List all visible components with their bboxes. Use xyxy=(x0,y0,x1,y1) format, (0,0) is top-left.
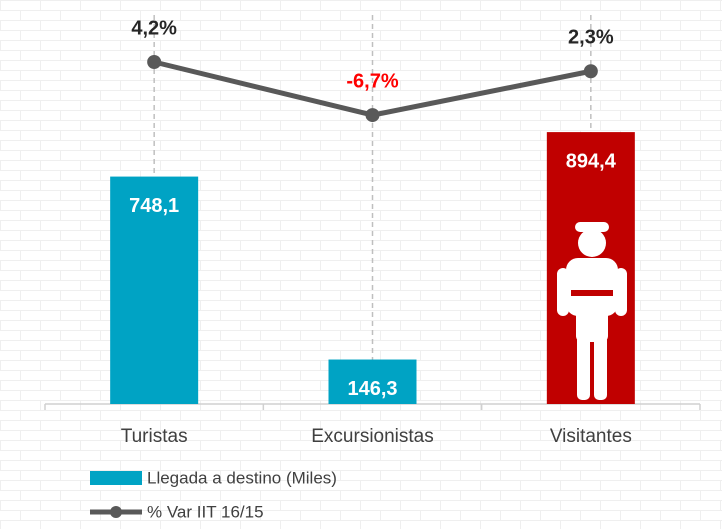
line-value-label: -6,7% xyxy=(346,70,398,92)
line-value-label: 4,2% xyxy=(131,17,177,39)
line-point xyxy=(583,64,598,79)
bar-value-label: 894,4 xyxy=(566,150,617,172)
legend-label: % Var IIT 16/15 xyxy=(147,502,264,521)
x-tick-label: Excursionistas xyxy=(311,426,434,447)
legend-swatch xyxy=(90,471,142,485)
x-tick-label: Visitantes xyxy=(550,426,632,447)
legend-label: Llegada a destino (Miles) xyxy=(147,468,337,487)
bar-value-label: 146,3 xyxy=(347,378,397,400)
x-tick-label: Turistas xyxy=(121,426,188,447)
backpacker-icon xyxy=(557,222,627,400)
line-point xyxy=(365,108,380,123)
bar xyxy=(110,176,199,404)
line-point xyxy=(147,55,162,69)
bar-value-label: 748,1 xyxy=(129,195,179,217)
legend-swatch-point xyxy=(110,506,122,518)
line-value-label: 2,3% xyxy=(568,27,614,49)
bar xyxy=(328,359,417,404)
